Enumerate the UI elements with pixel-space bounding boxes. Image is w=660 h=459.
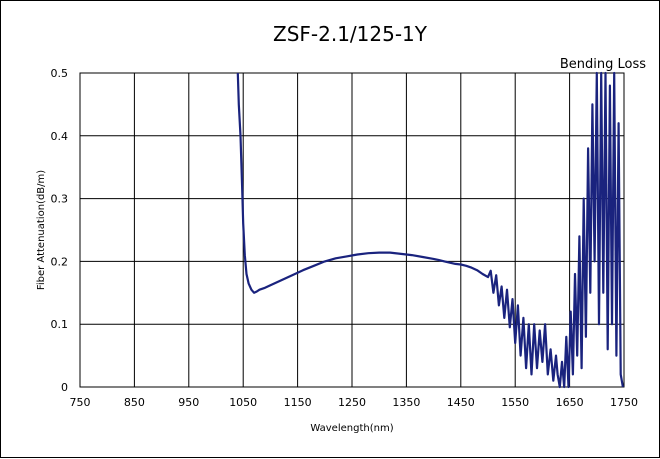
x-tick-label: 1450 (447, 396, 475, 409)
x-tick-label: 1550 (501, 396, 529, 409)
y-tick-labels: 0 0.1 0.2 0.3 0.4 0.5 (51, 67, 69, 394)
x-tick-label: 1250 (338, 396, 366, 409)
x-axis-label: Wavelength(nm) (310, 423, 393, 434)
x-tick-label: 1050 (229, 396, 257, 409)
x-tick-label: 1350 (392, 396, 420, 409)
x-tick-label: 1750 (610, 396, 638, 409)
y-tick-label: 0.2 (51, 255, 69, 268)
x-tick-label: 750 (70, 396, 91, 409)
annotation-bending-loss: Bending Loss (560, 57, 646, 72)
series-group (236, 71, 624, 389)
x-tick-label: 850 (124, 396, 145, 409)
y-tick-label: 0.4 (51, 130, 69, 143)
y-tick-label: 0.5 (51, 67, 69, 80)
x-tick-label: 1150 (284, 396, 312, 409)
plot-area (79, 72, 625, 388)
y-tick-label: 0.1 (51, 318, 69, 331)
x-tick-label: 1650 (556, 396, 584, 409)
y-axis-label: Fiber Attenuation(dB/m) (36, 170, 47, 290)
y-tick-label: 0.3 (51, 193, 69, 206)
series-line-0 (236, 71, 624, 389)
x-tick-label: 950 (178, 396, 199, 409)
y-tick-label: 0 (61, 381, 68, 394)
grid (79, 72, 625, 388)
chart-title: ZSF-2.1/125-1Y (273, 22, 428, 46)
x-tick-labels: 750 850 950 1050 1150 1250 1350 1450 1550 1650 175… (70, 396, 639, 409)
